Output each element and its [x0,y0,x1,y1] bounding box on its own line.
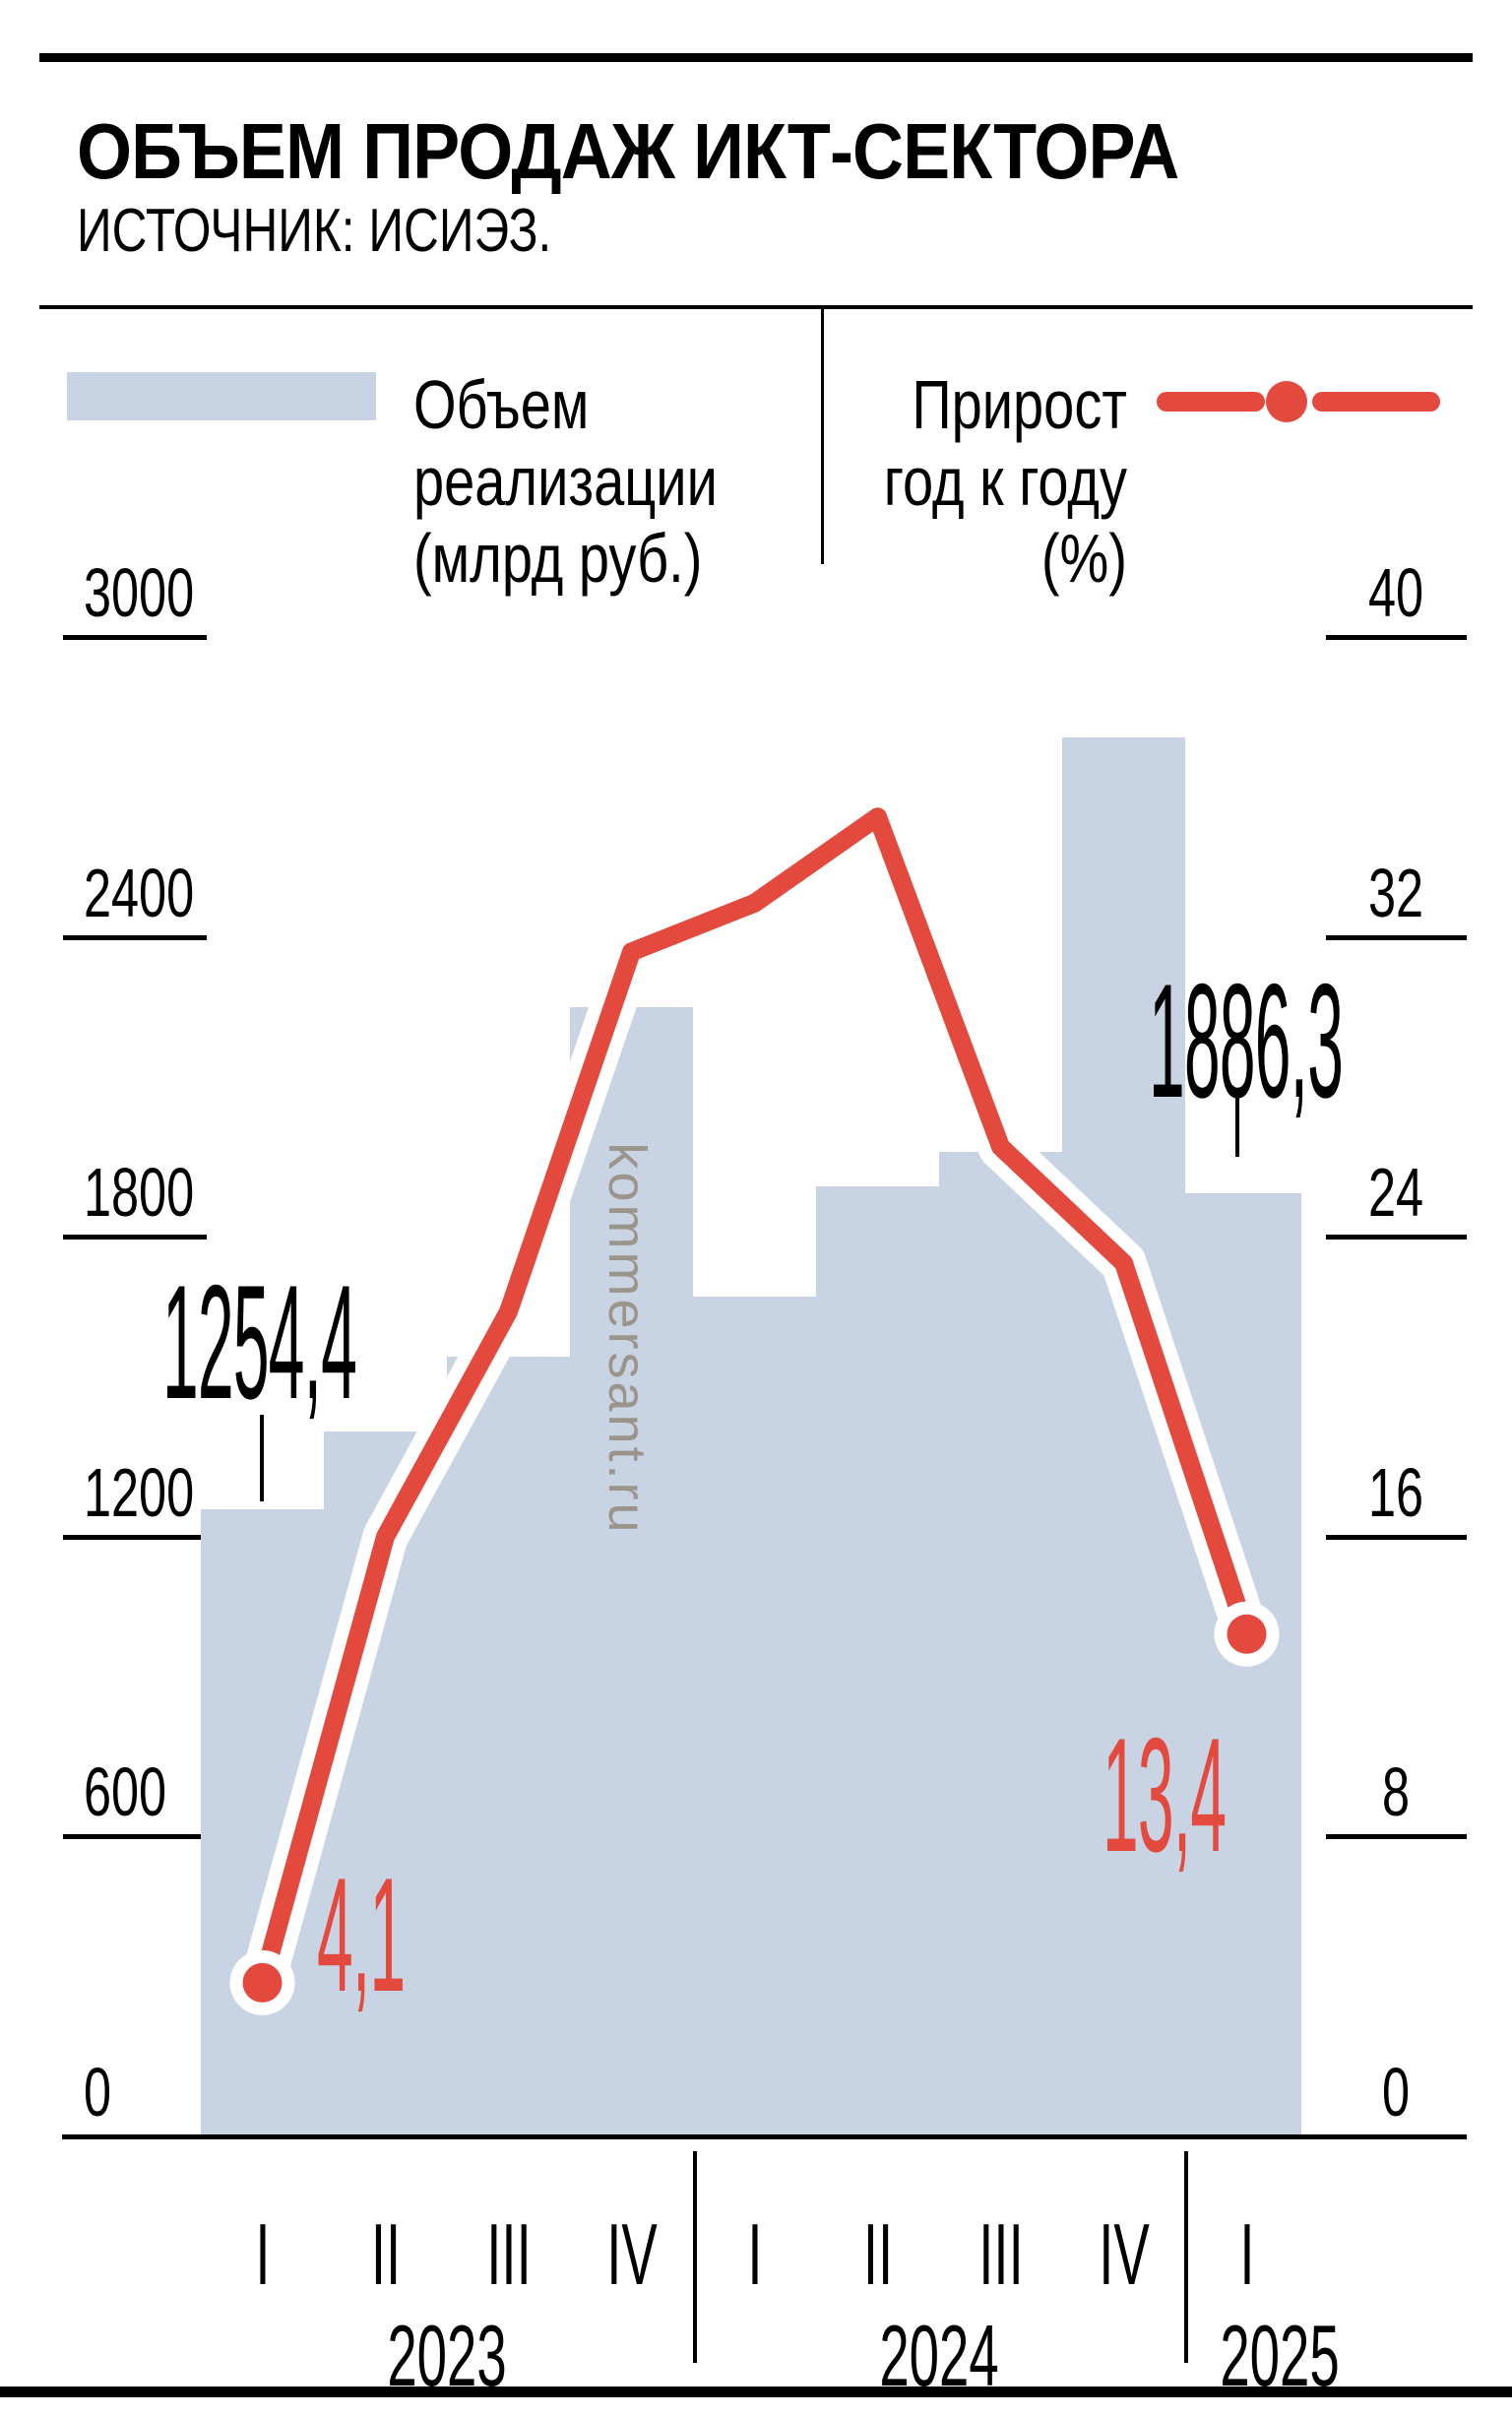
volume-axis-label: 600 [84,1753,167,1831]
quarter-label: IV [605,2205,658,2303]
legend-line-marker-right [1312,392,1440,412]
quarter-label: III [485,2205,532,2303]
year-label: 2024 [879,2307,999,2404]
bottom-rule [0,2386,1512,2397]
year-label: 2025 [1220,2307,1340,2404]
growth-axis-label: 0 [1381,2054,1411,2131]
volume-bar [570,1006,693,2136]
line-endpoint-dot [242,1962,283,2003]
axis-tick [1326,934,1467,940]
growth-line [239,794,1270,2005]
volume-axis-label: 1800 [84,1154,195,1232]
source-line: ИСТОЧНИК: ИСИЭЗ. [77,197,552,265]
x-axis-line [62,2134,1467,2139]
quarter-label: I [254,2205,271,2303]
growth-axis-label: 16 [1367,1453,1424,1531]
growth-axis-label: 32 [1367,854,1424,931]
quarter-label: II [862,2205,893,2303]
axis-tick [1326,1834,1467,1840]
axis-tick [1326,635,1467,640]
quarter-label: III [977,2205,1024,2303]
quarter-label: I [746,2205,763,2303]
legend-top-rule [39,305,1473,309]
legend-growth-line2: год к году [883,443,1127,520]
volume-axis-label: 1200 [84,1453,195,1531]
top-rule [39,53,1473,62]
year-divider-2024-2025 [1184,2151,1188,2363]
last-bar-callout-line [1235,1096,1239,1157]
quarter-label: II [370,2205,401,2303]
quarter-label: I [1238,2205,1255,2303]
first-bar-callout-line [260,1415,264,1501]
growth-line [253,807,1256,1993]
axis-tick [63,1834,207,1840]
volume-bar [447,1357,570,2136]
line-endpoint-dot [1227,1614,1267,1654]
first-point-value-label: 4,1 [317,1844,406,2025]
axis-tick [63,1235,207,1241]
last-bar-value-label: 1886,3 [1149,950,1344,1131]
growth-axis-label: 24 [1367,1154,1424,1232]
legend-line-marker-left [1157,392,1265,412]
legend-volume-label: Объем реализации (млрд руб.) [413,366,718,597]
axis-tick [1326,1235,1467,1241]
legend-volume-line1: Объем [413,366,590,443]
volume-axis-label: 3000 [84,554,195,631]
axis-tick [1326,1534,1467,1540]
legend-volume-line3: (млрд руб.) [413,520,703,597]
volume-bar [693,1297,816,2136]
legend-growth-line1: Прирост [912,366,1127,443]
volume-axis-label: 2400 [84,854,195,931]
growth-axis-label: 8 [1381,1753,1411,1831]
axis-tick [63,934,207,940]
year-label: 2023 [387,2307,507,2404]
quarter-label: IV [1098,2205,1150,2303]
axis-tick [63,635,207,640]
volume-axis-label: 0 [84,2054,112,2131]
axis-tick [63,1534,207,1540]
growth-axis-label: 40 [1367,554,1424,631]
last-point-value-label: 13,4 [1102,1704,1227,1885]
legend-volume-swatch [67,372,376,420]
volume-bar [816,1186,939,2136]
legend-volume-line2: реализации [413,443,718,520]
legend-growth-label: Прирост год к году (%) [884,366,1127,597]
legend-divider [821,308,824,564]
legend-growth-line3: (%) [1040,520,1127,597]
page-title: ОБЪЕМ ПРОДАЖ ИКТ-СЕКТОРА [77,107,1179,195]
year-divider-2023-2024 [693,2151,697,2363]
legend-line-marker-dot [1266,381,1307,422]
first-bar-value-label: 1254,4 [162,1251,357,1432]
volume-bar [939,1151,1062,2136]
